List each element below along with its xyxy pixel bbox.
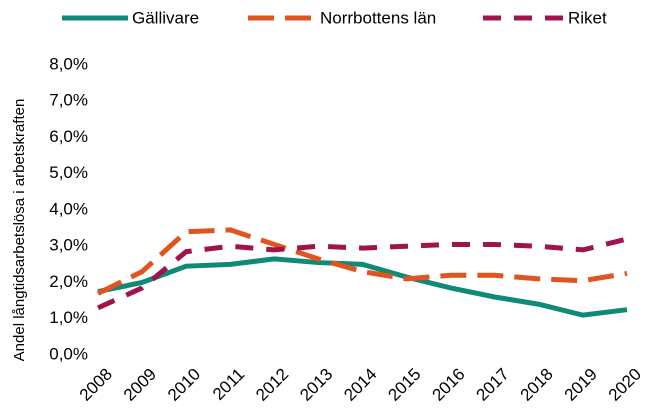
series-line [97,256,628,318]
x-tick-label: 2011 [209,365,248,404]
series-line [96,236,628,311]
legend-label: Norrbottens län [320,8,436,27]
y-tick-label: 5,0% [49,163,88,182]
y-tick-label: 2,0% [49,272,88,291]
x-tick-label: 2013 [296,365,336,405]
x-tick-label: 2008 [76,365,116,405]
y-tick-label: 7,0% [49,91,88,110]
x-tick-label: 2017 [473,365,513,405]
y-axis-label: Andel långtidsarbetslösa i arbetskraften [11,99,28,362]
x-tick-label: 2010 [164,365,204,405]
y-tick-label: 0,0% [49,344,88,363]
y-tick-label: 6,0% [49,127,88,146]
y-tick-label: 3,0% [49,236,88,255]
x-tick-label: 2018 [517,365,557,405]
x-tick-label: 2009 [120,365,160,405]
x-tick-label: 2015 [384,365,424,405]
x-tick-label: 2014 [340,365,380,405]
x-tick-label: 2020 [605,365,645,405]
y-tick-label: 1,0% [49,308,88,327]
y-tick-label: 8,0% [49,54,88,73]
legend-label: Riket [568,8,607,27]
x-tick-label: 2016 [428,365,468,405]
legend-label: Gällivare [132,8,199,27]
x-tick-label: 2012 [252,365,292,405]
y-tick-label: 4,0% [49,199,88,218]
x-tick-label: 2019 [561,365,601,405]
series-line [96,227,628,296]
